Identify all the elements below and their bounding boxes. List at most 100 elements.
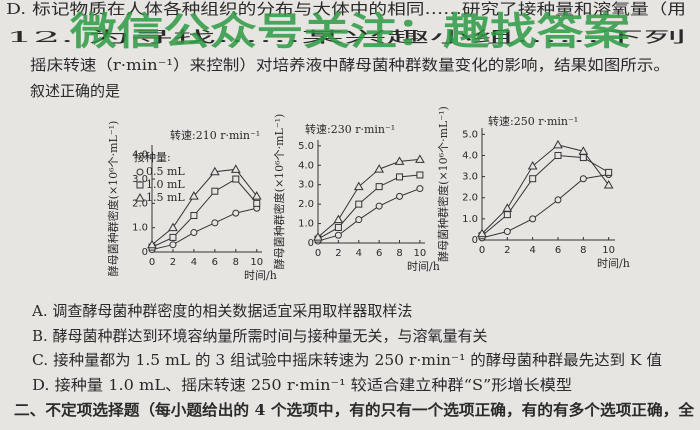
marker: [477, 228, 487, 238]
series-line: [151, 207, 257, 251]
legend-label: 0.5 mL: [146, 165, 185, 178]
legend-marker: [136, 168, 144, 176]
option: C. 接种量都为 1.5 mL 的 3 组试验中摇床转速为 250 r·min⁻…: [32, 351, 662, 369]
y-axis-label: 酵母菌种群密度(×10⁶个·mL⁻¹): [436, 106, 450, 262]
marker: [211, 219, 219, 227]
legend-label: 1.5 mL: [146, 191, 185, 204]
marker: [375, 202, 383, 210]
series-line: [481, 154, 609, 237]
series-line: [317, 188, 421, 242]
y-tick-label: 3.0: [462, 172, 478, 183]
x-tick-label: 6: [212, 257, 218, 268]
marker: [190, 229, 198, 237]
y-tick-label: 1.0: [298, 219, 314, 230]
marker: [554, 151, 562, 159]
x-axis-label: 时间/h: [407, 260, 440, 273]
marker: [396, 192, 404, 200]
series-line: [481, 173, 609, 239]
x-axis-label: 时间/h: [244, 269, 277, 282]
marker: [251, 191, 262, 200]
y-axis-label: 酵母菌种群密度(×10⁶个·mL⁻¹): [272, 114, 286, 270]
y-tick-label: 5.0: [462, 129, 478, 140]
marker: [232, 175, 240, 183]
question-line: D. 标记物质在人体各种组织的分布与大体中的相同……研究了接种量和溶氧量（用: [6, 0, 686, 18]
chart-title: 转速:210 r·min⁻¹: [170, 128, 260, 142]
y-axis-label: 酵母菌种群密度(×10⁶个·mL⁻¹): [106, 121, 120, 277]
legend-title: 接种量:: [134, 150, 171, 164]
y-tick-label: 3.0: [132, 174, 148, 185]
option: A. 调查酵母菌种群密度的相关数据适宜采用取样器取样法: [31, 302, 412, 320]
marker: [415, 154, 425, 163]
marker: [353, 181, 364, 191]
y-tick-label: 1.0: [132, 223, 148, 234]
marker: [333, 214, 344, 224]
marker: [355, 216, 363, 224]
x-axis-label: 时间/h: [597, 257, 630, 270]
marker: [190, 212, 198, 220]
question-line: 12. 为寻找……某兴趣小组……下列: [6, 28, 686, 46]
marker: [374, 164, 385, 173]
marker: [527, 161, 538, 170]
marker: [603, 180, 614, 189]
option: B. 酵母菌种群达到环境容纳量所需时间与接种量无关，与溶氧量有关: [32, 327, 488, 345]
marker: [189, 191, 199, 200]
x-tick-label: 6: [555, 245, 561, 256]
x-tick-label: 8: [580, 245, 586, 256]
x-tick-label: 8: [396, 248, 402, 259]
y-tick-label: 1.0: [462, 214, 478, 225]
x-tick-label: 8: [233, 257, 239, 268]
marker: [355, 200, 363, 208]
marker: [253, 199, 261, 207]
question-line: 摇床转速（r·min⁻¹）来控制）对培养液中酵母菌种群数量变化的影响，结果如图所…: [30, 56, 670, 74]
marker: [416, 185, 424, 193]
x-tick-label: 6: [376, 248, 382, 259]
marker: [529, 175, 537, 183]
marker: [209, 166, 220, 176]
x-tick-label: 0: [479, 245, 485, 256]
x-tick-label: 4: [356, 248, 362, 259]
y-tick-label: 0: [472, 235, 478, 246]
y-tick-label: 4.0: [462, 150, 478, 161]
marker: [168, 222, 178, 232]
x-tick-label: 2: [170, 257, 176, 268]
marker: [211, 187, 219, 195]
marker: [553, 139, 563, 149]
marker: [375, 183, 383, 191]
x-tick-label: 4: [529, 245, 535, 256]
y-tick-label: 2.0: [298, 199, 314, 210]
question-line: 叙述正确的是: [30, 82, 120, 100]
section-heading: 二、不定项选择题（每小题给出的 4 个选项中，有的只有一个选项正确，有的有多个选…: [14, 401, 695, 419]
y-tick-label: 4.0: [132, 150, 148, 161]
x-tick-label: 10: [602, 245, 615, 256]
y-tick-label: 4.0: [298, 160, 314, 171]
x-tick-label: 2: [335, 248, 341, 259]
marker: [147, 239, 157, 249]
y-tick-label: 0: [308, 238, 314, 249]
marker: [334, 223, 342, 231]
legend-marker: [135, 192, 145, 202]
marker: [394, 156, 405, 165]
marker: [503, 211, 511, 219]
marker: [232, 209, 240, 217]
marker: [529, 215, 537, 223]
y-tick-label: 5.0: [298, 141, 314, 152]
y-tick-label: 2.0: [132, 198, 148, 209]
chart-title: 转速:230 r·min⁻¹: [305, 122, 395, 136]
x-tick-label: 2: [504, 245, 510, 256]
marker: [416, 171, 424, 179]
marker: [169, 241, 177, 249]
marker: [554, 196, 562, 204]
marker: [578, 146, 589, 155]
legend-marker: [136, 181, 144, 189]
x-tick-label: 10: [414, 248, 427, 259]
marker: [396, 173, 404, 181]
marker: [503, 228, 511, 236]
marker: [579, 175, 587, 183]
marker: [169, 233, 177, 241]
marker: [334, 231, 342, 239]
option: D. 接种量 1.0 mL、摇床转速 250 r·min⁻¹ 较适合建立种群“S…: [32, 376, 572, 394]
watermark: 微信公众号关注：趣找答案: [69, 10, 631, 54]
